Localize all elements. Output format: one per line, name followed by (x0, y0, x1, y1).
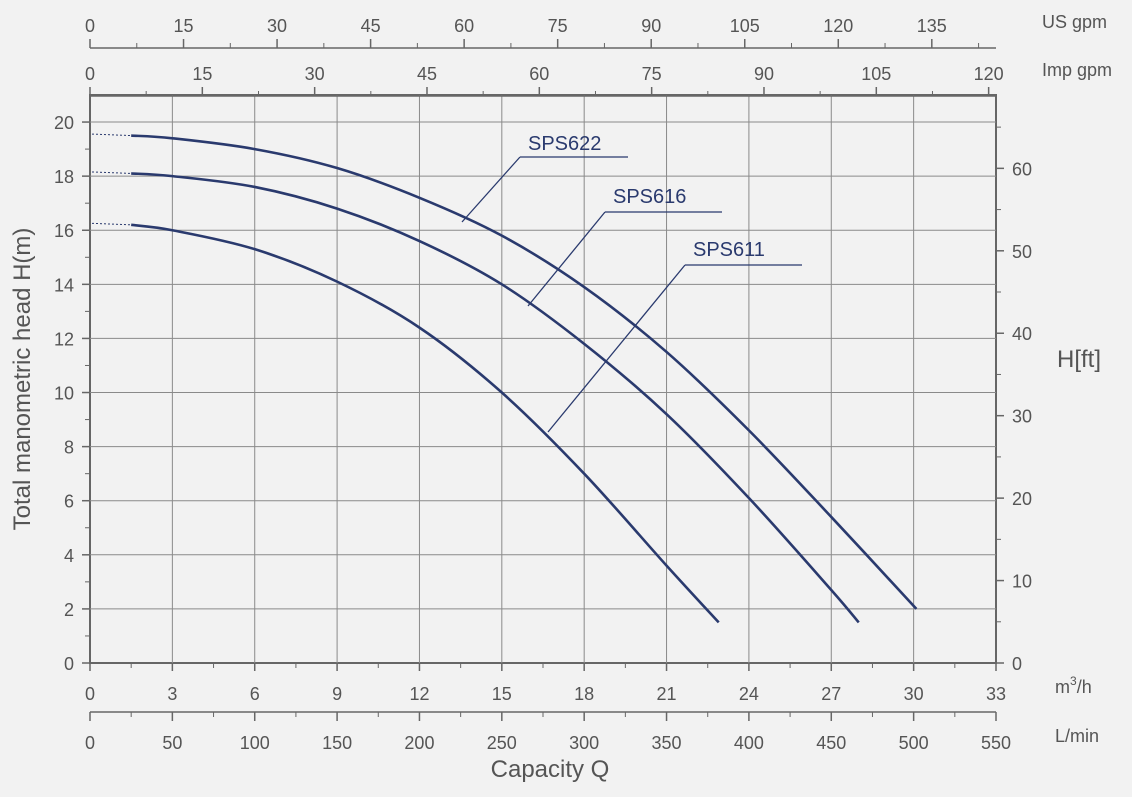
l-min-axis-tick-label: 400 (734, 733, 764, 753)
m3h-unit-tail: /h (1077, 677, 1092, 697)
us-gpm-axis-tick-label: 135 (917, 16, 947, 36)
x-tick-label: 24 (739, 684, 759, 704)
imp-gpm-axis-tick-label: 90 (754, 64, 774, 84)
us-gpm-axis-tick-label: 0 (85, 16, 95, 36)
curve-sps616 (131, 172, 860, 624)
x-tick-label: 33 (986, 684, 1006, 704)
label-leader-line (461, 156, 521, 223)
right-tick-label: 30 (1012, 407, 1032, 427)
x-tick-label: 3 (167, 684, 177, 704)
right-tick-label: 20 (1012, 489, 1032, 509)
imp-gpm-axis-tick-label: 105 (861, 64, 891, 84)
l-min-axis-tick-label: 550 (981, 733, 1011, 753)
x-tick-label: 0 (85, 684, 95, 704)
l-min-axis-tick-label: 450 (816, 733, 846, 753)
imp-gpm-axis-tick-label: 120 (974, 64, 1004, 84)
curve-sps622 (131, 134, 918, 610)
x-tick-label: 15 (492, 684, 512, 704)
imp-gpm-axis-tick-label: 30 (305, 64, 325, 84)
x-tick-label: 9 (332, 684, 342, 704)
l-min-axis-tick-label: 50 (162, 733, 182, 753)
y-tick-label: 4 (64, 546, 74, 566)
curves (91, 133, 918, 624)
us-gpm-axis-tick-label: 60 (454, 16, 474, 36)
us-gpm-unit: US gpm (1042, 12, 1107, 32)
imp-gpm-axis-tick-label: 75 (642, 64, 662, 84)
l-min-axis-tick-label: 200 (404, 733, 434, 753)
l-min-axis-tick-label: 0 (85, 733, 95, 753)
y-tick-label: 8 (64, 438, 74, 458)
right-tick-label: 50 (1012, 242, 1032, 262)
x-tick-label: 27 (821, 684, 841, 704)
label-leader-line (527, 211, 606, 307)
y-tick-label: 2 (64, 600, 74, 620)
right-tick-label: 40 (1012, 324, 1032, 344)
us-gpm-axis-tick-label: 45 (361, 16, 381, 36)
l-min-unit: L/min (1055, 726, 1099, 746)
m3h-unit: m3/h (1055, 674, 1092, 697)
imp-gpm-axis-tick-label: 0 (85, 64, 95, 84)
right-tick-label: 0 (1012, 654, 1022, 674)
us-gpm-axis-tick-label: 75 (548, 16, 568, 36)
axes: 0 3 6 9 12 15 18 21 24 27 30 3302468101214161820010… (54, 16, 1032, 753)
shutoff-dotted-sps622 (91, 133, 132, 137)
right-tick-label: 10 (1012, 572, 1032, 592)
l-min-axis-tick-label: 250 (487, 733, 517, 753)
x-tick-label: 18 (574, 684, 594, 704)
l-min-axis-tick-label: 100 (240, 733, 270, 753)
x-tick-label: 21 (657, 684, 677, 704)
shutoff-dotted-sps611 (91, 222, 132, 226)
y-tick-label: 0 (64, 654, 74, 674)
shutoff-dotted-sps616 (91, 171, 132, 174)
y-tick-label: 14 (54, 275, 74, 295)
curve-sps611 (131, 223, 720, 624)
curve-label-sps622: SPS622 (528, 133, 601, 155)
y-tick-label: 12 (54, 329, 74, 349)
curve-label-sps611: SPS611 (693, 239, 765, 261)
us-gpm-axis-tick-label: 30 (267, 16, 287, 36)
us-gpm-axis-tick-label: 120 (823, 16, 853, 36)
imp-gpm-unit: Imp gpm (1042, 60, 1112, 80)
imp-gpm-axis-tick-label: 15 (192, 64, 212, 84)
label-leader-line (547, 264, 686, 433)
us-gpm-axis-tick-label: 105 (730, 16, 760, 36)
x-axis-title: Capacity Q (491, 756, 610, 783)
curve-label-sps616: SPS616 (613, 186, 686, 208)
right-tick-label: 60 (1012, 159, 1032, 179)
y-tick-label: 16 (54, 221, 74, 241)
y-axis-title: Total manometric head H(m) (9, 228, 36, 531)
l-min-axis-tick-label: 150 (322, 733, 352, 753)
m3h-unit-sup: 3 (1070, 674, 1077, 688)
us-gpm-axis-tick-label: 90 (641, 16, 661, 36)
m3h-unit-base: m (1055, 677, 1070, 697)
imp-gpm-axis-tick-label: 45 (417, 64, 437, 84)
plot-frame (89, 94, 997, 664)
curve-labels: SPS622 SPS616 SPS611 (461, 133, 802, 433)
imp-gpm-axis-tick-label: 60 (529, 64, 549, 84)
x-tick-label: 30 (904, 684, 924, 704)
l-min-axis-tick-label: 500 (899, 733, 929, 753)
y-tick-label: 6 (64, 492, 74, 512)
y-tick-label: 20 (54, 113, 74, 133)
y-tick-label: 10 (54, 384, 74, 404)
l-min-axis-tick-label: 350 (652, 733, 682, 753)
us-gpm-axis-tick-label: 15 (174, 16, 194, 36)
grid (89, 94, 997, 664)
x-tick-label: 6 (250, 684, 260, 704)
x-tick-label: 12 (409, 684, 429, 704)
y-tick-label: 18 (54, 167, 74, 187)
right-axis-title: H[ft] (1057, 346, 1101, 373)
l-min-axis-tick-label: 300 (569, 733, 599, 753)
